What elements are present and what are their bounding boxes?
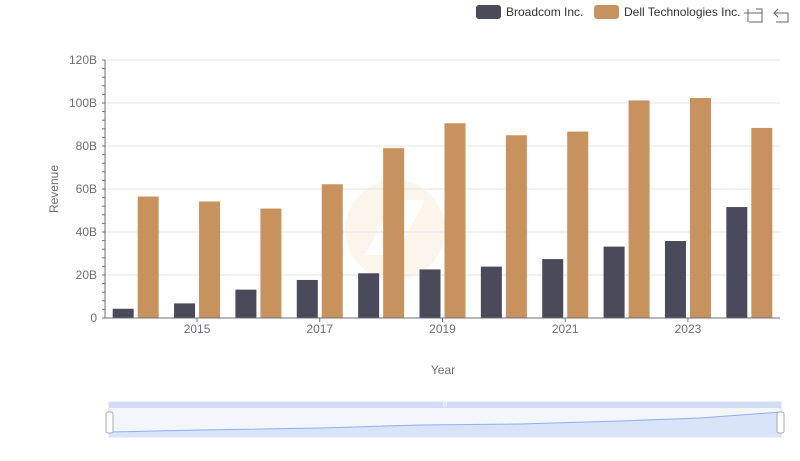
data-zoom-icon[interactable] bbox=[744, 8, 763, 23]
bar-dell[interactable] bbox=[751, 127, 773, 318]
bar-broadcom[interactable] bbox=[664, 241, 686, 318]
legend: Broadcom Inc. Dell Technologies Inc. bbox=[476, 5, 741, 19]
axes: 0 20B 40B 60B 80B 100B 120B 2015 2017 2019 2021 202… bbox=[69, 53, 780, 336]
slider-grip-icon[interactable]: ||| bbox=[443, 402, 447, 408]
x-tick-label: 2023 bbox=[675, 322, 702, 336]
bar-broadcom[interactable] bbox=[419, 269, 441, 318]
bar-dell[interactable] bbox=[199, 201, 221, 318]
slider-top-band bbox=[109, 402, 781, 408]
x-tick-label: 2019 bbox=[429, 322, 456, 336]
legend-swatch-broadcom bbox=[476, 5, 501, 19]
y-tick-label: 40B bbox=[76, 225, 97, 239]
bar-dell[interactable] bbox=[628, 100, 650, 318]
slider-left-handle[interactable] bbox=[105, 411, 114, 434]
legend-label-dell: Dell Technologies Inc. bbox=[624, 5, 741, 19]
legend-item-dell[interactable]: Dell Technologies Inc. bbox=[594, 5, 741, 19]
slider-right-handle[interactable] bbox=[776, 411, 785, 434]
bar-broadcom[interactable] bbox=[480, 266, 502, 318]
x-tick-label: 2015 bbox=[184, 322, 211, 336]
y-tick-label: 60B bbox=[76, 182, 97, 196]
bar-dell[interactable] bbox=[383, 148, 405, 318]
bar-dell[interactable] bbox=[689, 98, 711, 319]
slider-area bbox=[109, 412, 781, 437]
bar-dell[interactable] bbox=[444, 123, 466, 319]
bar-broadcom[interactable] bbox=[112, 308, 134, 318]
bar-broadcom[interactable] bbox=[358, 273, 380, 318]
bar-broadcom[interactable] bbox=[296, 279, 318, 318]
bar-broadcom[interactable] bbox=[726, 207, 748, 318]
legend-item-broadcom[interactable]: Broadcom Inc. bbox=[476, 5, 583, 19]
bar-dell[interactable] bbox=[567, 131, 589, 318]
data-zoom-slider[interactable]: ||| bbox=[105, 401, 785, 438]
y-tick-label: 120B bbox=[69, 53, 97, 67]
bar-broadcom[interactable] bbox=[174, 303, 196, 318]
legend-swatch-dell bbox=[594, 5, 619, 19]
bar-broadcom[interactable] bbox=[235, 289, 257, 318]
x-tick-label: 2021 bbox=[552, 322, 579, 336]
bar-dell[interactable] bbox=[321, 184, 343, 318]
legend-label-broadcom: Broadcom Inc. bbox=[506, 5, 583, 19]
y-tick-label: 0 bbox=[90, 311, 97, 325]
zoom-reset-icon[interactable] bbox=[773, 8, 789, 23]
bar-broadcom[interactable] bbox=[603, 246, 625, 318]
y-tick-label: 80B bbox=[76, 139, 97, 153]
x-axis-title: Year bbox=[431, 363, 455, 377]
bar-dell[interactable] bbox=[505, 135, 527, 318]
x-tick-label: 2017 bbox=[306, 322, 333, 336]
y-tick-label: 20B bbox=[76, 268, 97, 282]
slider-line bbox=[108, 411, 782, 433]
bar-broadcom[interactable] bbox=[542, 259, 564, 318]
y-tick-label: 100B bbox=[69, 96, 97, 110]
bars bbox=[112, 98, 773, 319]
bar-dell[interactable] bbox=[260, 208, 282, 318]
y-axis-title: Revenue bbox=[47, 165, 61, 213]
bar-dell[interactable] bbox=[137, 196, 159, 318]
